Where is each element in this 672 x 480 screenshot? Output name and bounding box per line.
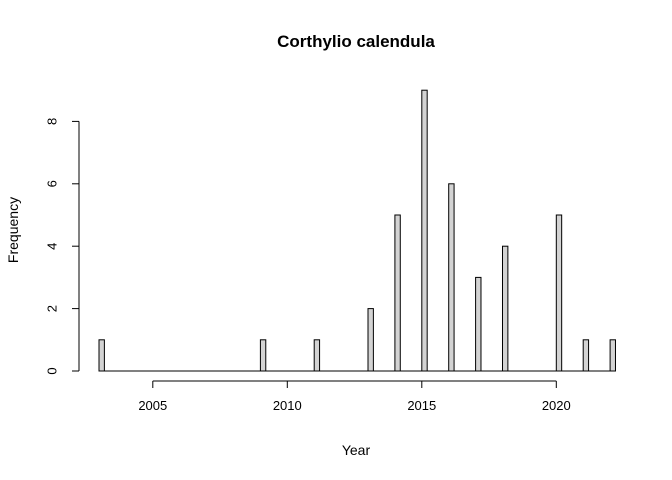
bars — [98, 89, 616, 372]
x-tick-label-2015: 2015 — [407, 398, 436, 413]
bar-2018 — [502, 245, 509, 372]
chart-title: Corthylio calendula — [277, 32, 435, 51]
y-axis-label: Frequency — [5, 197, 21, 263]
bar-2021 — [582, 339, 590, 372]
y-tick-label-0: 0 — [44, 367, 59, 374]
x-axis: 2005 2010 2015 2020 — [138, 380, 571, 413]
bar-2015 — [421, 89, 428, 372]
x-tick-label-2020: 2020 — [542, 398, 571, 413]
y-tick-label-4: 4 — [44, 243, 59, 250]
y-tick-label-6: 6 — [44, 180, 59, 187]
bar-2017 — [475, 276, 482, 372]
bar-2016 — [448, 183, 455, 372]
bar-2009 — [259, 339, 267, 372]
y-axis: 0 2 4 6 8 — [44, 118, 80, 375]
bar-2011 — [313, 339, 321, 372]
x-tick-label-2010: 2010 — [273, 398, 302, 413]
bar-2014 — [394, 214, 401, 372]
bar-2020 — [555, 214, 563, 372]
x-tick-label-2005: 2005 — [138, 398, 167, 413]
bar-2013 — [367, 308, 374, 372]
bar-2022 — [609, 339, 616, 372]
y-tick-label-2: 2 — [44, 305, 59, 312]
bar-2003 — [98, 339, 105, 372]
y-tick-label-8: 8 — [44, 118, 59, 125]
x-axis-label: Year — [342, 442, 371, 458]
